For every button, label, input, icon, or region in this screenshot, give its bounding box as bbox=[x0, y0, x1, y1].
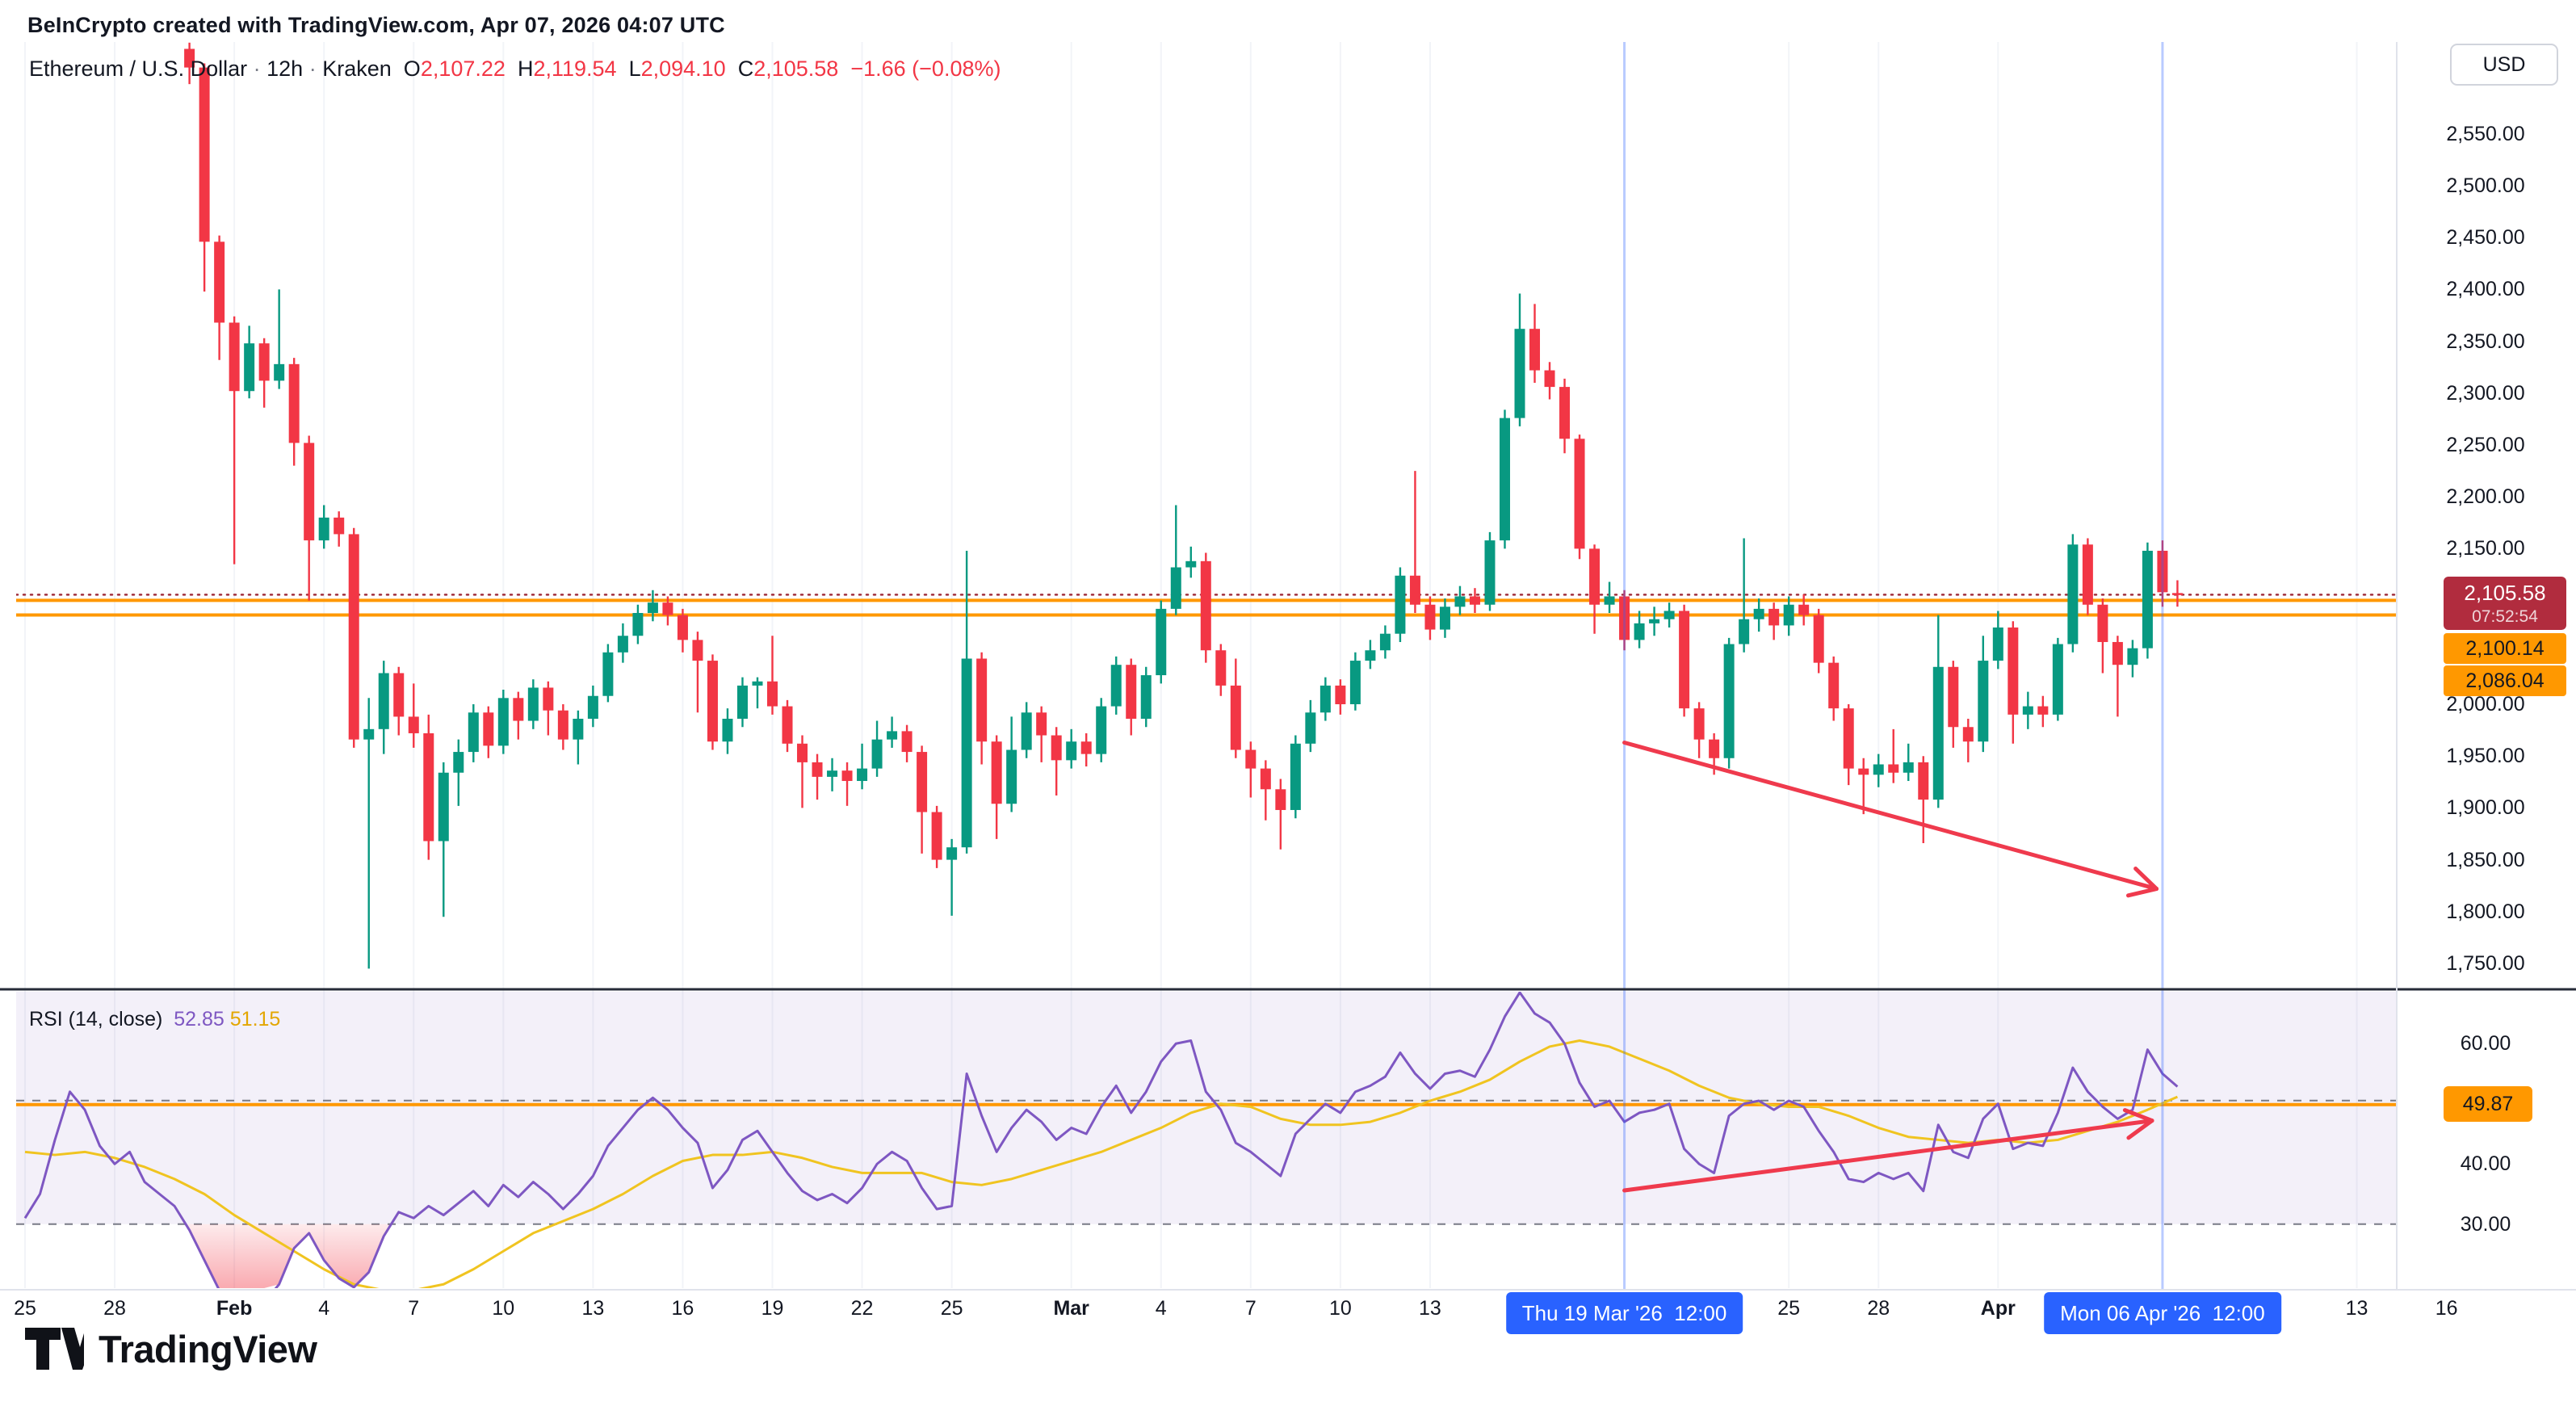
time-tick-label: Mar bbox=[1053, 1297, 1089, 1320]
close-value: 2,105.58 bbox=[753, 57, 839, 81]
time-tick-label: 4 bbox=[318, 1297, 330, 1320]
time-tick-label: Feb bbox=[216, 1297, 253, 1320]
rsi-value: 52.85 bbox=[174, 1008, 224, 1031]
tradingview-logo-text: TradingView bbox=[99, 1327, 317, 1371]
symbol-name[interactable]: Ethereum / U.S. Dollar bbox=[29, 57, 248, 81]
price-tick-label: 2,000.00 bbox=[2446, 693, 2525, 716]
price-tick-label: 2,300.00 bbox=[2446, 381, 2525, 405]
time-marker-badge-2[interactable]: Mon 06 Apr '26 12:00 bbox=[2044, 1292, 2281, 1334]
time-marker-badge-1[interactable]: Thu 19 Mar '26 12:00 bbox=[1505, 1292, 1743, 1334]
time-tick-label: 13 bbox=[1419, 1297, 1441, 1320]
time-tick-label: 10 bbox=[1328, 1297, 1352, 1320]
time-tick-label: 4 bbox=[1155, 1297, 1167, 1320]
price-tick-label: 2,250.00 bbox=[2446, 434, 2525, 456]
high-value: 2,119.54 bbox=[533, 57, 617, 81]
tradingview-logo[interactable]: TradingView bbox=[24, 1326, 317, 1371]
price-tick-label: 2,450.00 bbox=[2446, 226, 2525, 250]
price-tick-label: 2,500.00 bbox=[2446, 174, 2525, 197]
time-tick-label: 28 bbox=[103, 1297, 126, 1320]
price-tick-label: 1,900.00 bbox=[2446, 796, 2525, 820]
price-tick-label: 1,850.00 bbox=[2446, 848, 2525, 871]
time-tick-label: Apr bbox=[1980, 1297, 2016, 1320]
time-tick-label: 16 bbox=[671, 1297, 694, 1320]
time-tick-label: 7 bbox=[1244, 1297, 1257, 1320]
time-tick-label: 10 bbox=[492, 1297, 515, 1320]
time-tick-label: 16 bbox=[2435, 1297, 2458, 1320]
time-tick-label: 25 bbox=[14, 1297, 36, 1320]
last-price-value: 2,105.58 bbox=[2464, 581, 2546, 606]
rsi-ma-value: 51.15 bbox=[229, 1008, 281, 1031]
currency-button[interactable]: USD bbox=[2450, 44, 2558, 86]
close-label: C bbox=[737, 57, 754, 81]
tradingview-logo-icon bbox=[25, 1328, 84, 1370]
exchange-label[interactable]: Kraken bbox=[322, 57, 392, 81]
symbol-ohlc-row: Ethereum / U.S. Dollar · 12h · Kraken O2… bbox=[29, 57, 1001, 81]
time-tick-label: 25 bbox=[940, 1297, 963, 1320]
rsi-tick-label: 60.00 bbox=[2460, 1032, 2511, 1056]
high-label: H bbox=[517, 57, 534, 81]
price-tick-label: 2,350.00 bbox=[2446, 330, 2525, 353]
change-value: −1.66 (−0.08%) bbox=[850, 57, 1001, 81]
time-tick-label: 13 bbox=[2345, 1297, 2368, 1320]
price-tick-label: 2,550.00 bbox=[2446, 122, 2525, 145]
horizontal-line-badge-2[interactable]: 2,086.04 bbox=[2444, 665, 2566, 696]
rsi-level-badge[interactable]: 49.87 bbox=[2444, 1086, 2532, 1122]
rsi-title: RSI (14, close) bbox=[29, 1008, 163, 1031]
time-tick-label: 22 bbox=[850, 1297, 874, 1320]
open-value: 2,107.22 bbox=[420, 57, 506, 81]
horizontal-line-badge-1[interactable]: 2,100.14 bbox=[2444, 633, 2566, 664]
low-value: 2,094.10 bbox=[640, 57, 726, 81]
bar-countdown: 07:52:54 bbox=[2472, 607, 2538, 627]
price-tick-label: 1,950.00 bbox=[2446, 745, 2525, 768]
time-tick-label: 28 bbox=[1867, 1297, 1890, 1320]
open-label: O bbox=[403, 57, 421, 81]
time-tick-label: 19 bbox=[761, 1297, 784, 1320]
time-tick-label: 13 bbox=[581, 1297, 605, 1320]
rsi-tick-label: 40.00 bbox=[2460, 1152, 2511, 1176]
rsi-tick-label: 30.00 bbox=[2460, 1212, 2511, 1236]
attribution-text: BeInCrypto created with TradingView.com,… bbox=[27, 13, 725, 37]
rsi-indicator-header[interactable]: RSI (14, close) 52.85 51.15 bbox=[29, 1008, 280, 1031]
price-tick-label: 2,150.00 bbox=[2446, 537, 2525, 560]
time-tick-label: 7 bbox=[408, 1297, 420, 1320]
price-tick-label: 1,750.00 bbox=[2446, 952, 2525, 975]
price-tick-label: 1,800.00 bbox=[2446, 900, 2525, 923]
price-tick-label: 2,200.00 bbox=[2446, 485, 2525, 509]
price-tick-label: 2,400.00 bbox=[2446, 278, 2525, 301]
interval-label[interactable]: 12h bbox=[266, 57, 304, 81]
time-tick-label: 25 bbox=[1777, 1297, 1801, 1320]
low-label: L bbox=[628, 57, 641, 81]
last-price-badge: 2,105.58 07:52:54 bbox=[2444, 577, 2566, 631]
